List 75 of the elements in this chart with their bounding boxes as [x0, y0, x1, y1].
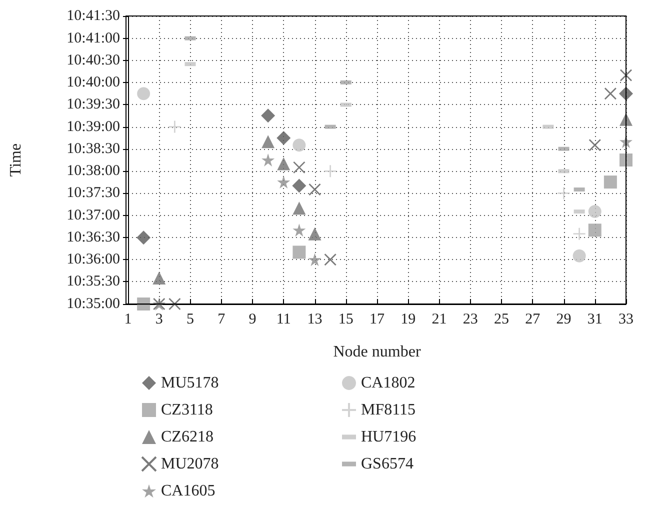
point — [324, 253, 337, 266]
legend-label: CA1605 — [161, 482, 216, 500]
point — [620, 69, 632, 82]
x-tick-label: 1 — [124, 312, 132, 328]
point — [588, 205, 602, 218]
point — [588, 138, 602, 152]
y-tick-label: 10:41:30 — [66, 8, 120, 24]
point — [277, 176, 290, 189]
y-tick-label: 10:36:00 — [66, 252, 120, 268]
x-tick-label: 11 — [276, 312, 291, 328]
point — [308, 253, 322, 266]
y-tick-label: 10:40:00 — [66, 74, 120, 90]
point — [604, 87, 617, 100]
x-tick-label: 21 — [432, 312, 447, 328]
y-tick-label: 10:37:30 — [66, 185, 120, 202]
point — [292, 161, 306, 174]
x-tick-label: 7 — [218, 312, 226, 328]
y-axis-title: Time — [8, 143, 24, 177]
x-tick-label: 5 — [186, 312, 194, 328]
point — [277, 157, 290, 170]
point — [261, 108, 276, 123]
y-tick-label: 10:38:00 — [66, 163, 120, 180]
legend-label: MU2078 — [161, 456, 219, 472]
legend-label: CZ3118 — [161, 402, 213, 418]
point — [152, 271, 166, 284]
point — [168, 298, 181, 310]
y-tick-label: 10:35:30 — [66, 274, 120, 290]
x-tick-label: 27 — [525, 312, 541, 328]
y-tick-label: 10:35:00 — [66, 296, 120, 312]
y-tick-label: 10:36:30 — [66, 230, 120, 246]
y-tick-label: 10:38:30 — [66, 140, 120, 157]
point — [557, 186, 570, 200]
y-tick-label: 10:37:00 — [66, 207, 120, 224]
point — [308, 227, 322, 240]
point — [292, 178, 306, 193]
y-tick-label: 10:39:00 — [66, 118, 120, 135]
x-tick-label: 33 — [618, 312, 634, 328]
point — [292, 224, 306, 237]
y-tick-label: 10:40:30 — [66, 52, 120, 68]
x-tick-label: 29 — [556, 312, 572, 328]
legend-label: MF8115 — [361, 402, 416, 418]
legend-label: GS6574 — [361, 456, 414, 472]
point — [620, 154, 632, 166]
point — [262, 135, 275, 148]
x-tick-label: 3 — [155, 312, 163, 328]
point — [588, 224, 602, 237]
legend-label: CA1802 — [361, 374, 416, 392]
point — [324, 164, 338, 178]
x-tick-label: 31 — [587, 312, 602, 328]
x-tick-label: 17 — [370, 312, 385, 328]
legend-label: MU5178 — [161, 374, 219, 392]
x-tick-label: 23 — [462, 312, 478, 328]
y-tick-label: 10:41:00 — [66, 30, 120, 46]
point — [262, 154, 275, 166]
point — [572, 249, 586, 262]
point — [308, 183, 321, 196]
x-tick-label: 9 — [248, 312, 256, 328]
x-tick-label: 25 — [494, 312, 509, 328]
point — [604, 176, 617, 189]
point — [572, 227, 586, 241]
point — [137, 298, 150, 310]
x-tick-label: 15 — [338, 312, 354, 328]
point — [276, 130, 291, 145]
point — [292, 138, 306, 152]
point — [292, 202, 306, 215]
x-tick-label: 13 — [307, 312, 322, 328]
point — [136, 230, 151, 245]
x-tick-label: 19 — [400, 312, 416, 328]
legend-label: CZ6218 — [161, 428, 214, 446]
y-tick-label: 10:39:30 — [66, 96, 120, 113]
point — [292, 246, 306, 259]
x-axis-title: Node number — [333, 344, 422, 360]
point — [137, 87, 150, 100]
point — [168, 120, 182, 134]
legend-label: HU7196 — [361, 428, 416, 446]
